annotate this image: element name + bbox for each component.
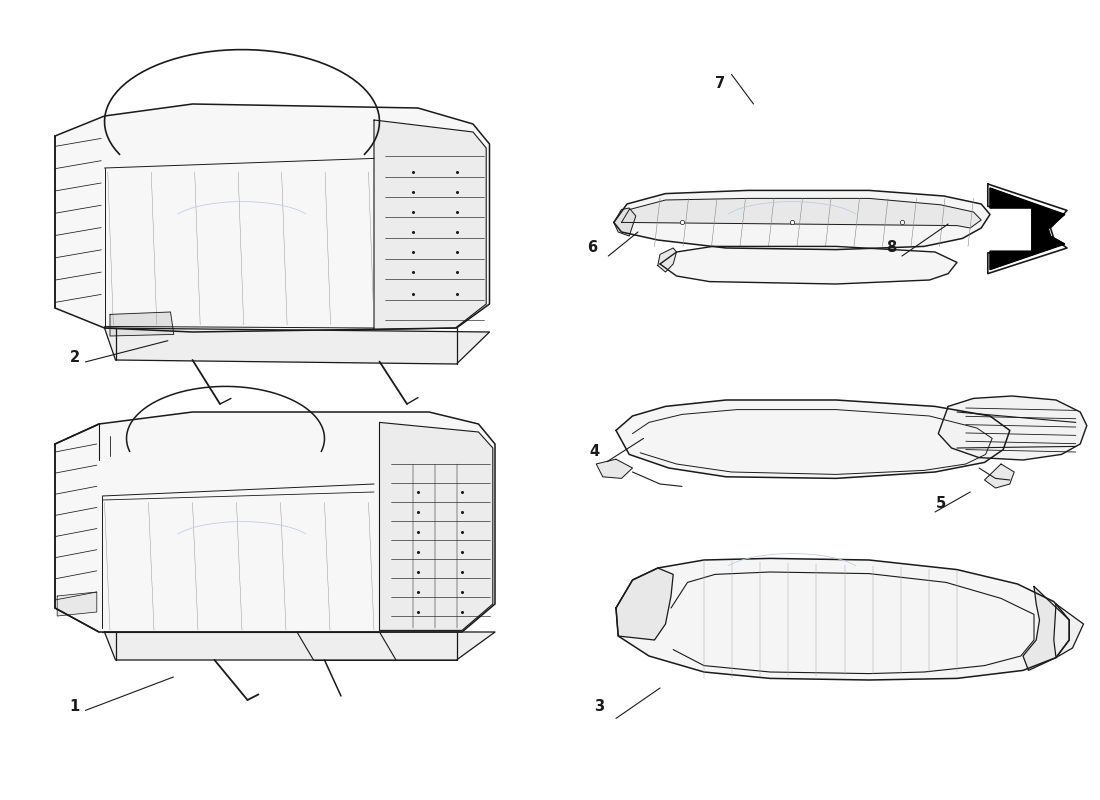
Polygon shape (596, 459, 632, 478)
Text: eurospares: eurospares (158, 535, 326, 561)
Polygon shape (938, 396, 1087, 460)
Text: 7: 7 (715, 77, 726, 91)
Polygon shape (374, 120, 486, 330)
Polygon shape (990, 188, 1065, 270)
Text: eurospares: eurospares (708, 215, 876, 241)
Polygon shape (104, 328, 490, 364)
Polygon shape (104, 632, 495, 660)
Polygon shape (984, 464, 1014, 488)
Text: 8: 8 (886, 241, 896, 255)
Polygon shape (616, 568, 673, 640)
Polygon shape (57, 592, 97, 616)
Polygon shape (660, 246, 957, 284)
Polygon shape (988, 184, 1067, 274)
Text: 1: 1 (69, 699, 80, 714)
Text: 4: 4 (588, 445, 600, 459)
Polygon shape (614, 190, 990, 250)
Polygon shape (1054, 604, 1084, 658)
Polygon shape (621, 198, 981, 228)
Polygon shape (55, 104, 490, 332)
Polygon shape (616, 558, 1069, 680)
Polygon shape (55, 412, 495, 632)
Polygon shape (1023, 586, 1069, 670)
Text: eurospares: eurospares (708, 563, 876, 589)
Text: 3: 3 (594, 699, 605, 714)
Polygon shape (616, 400, 1010, 478)
Polygon shape (110, 312, 174, 336)
Polygon shape (614, 208, 636, 236)
Text: 6: 6 (586, 241, 597, 255)
Text: eurospares: eurospares (158, 211, 326, 237)
Text: 2: 2 (69, 350, 80, 365)
Polygon shape (658, 248, 676, 272)
Text: 5: 5 (935, 497, 946, 511)
Polygon shape (379, 422, 493, 630)
